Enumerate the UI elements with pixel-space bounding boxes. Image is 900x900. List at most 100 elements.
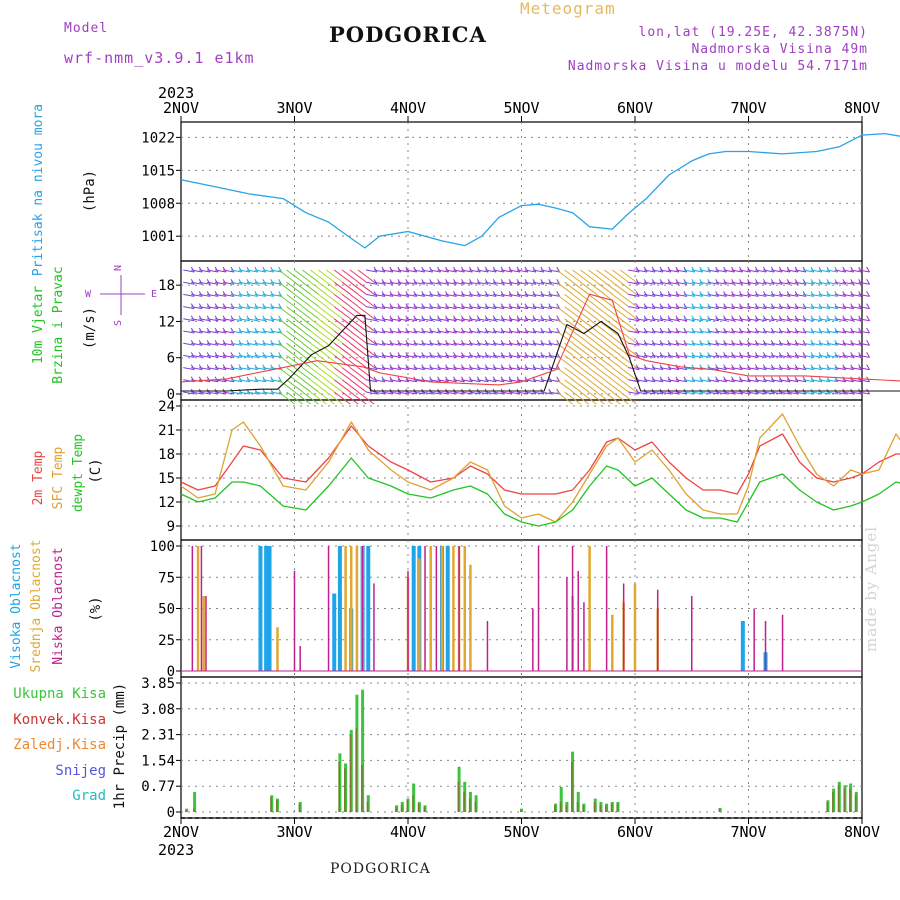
wind-barb (437, 330, 449, 334)
wind-barb (755, 281, 767, 285)
wind-barb (786, 352, 791, 358)
wind-barb (818, 315, 823, 322)
wind-barb (651, 293, 664, 297)
y-tick-label: 0 (167, 805, 175, 821)
wind-barb (373, 391, 386, 395)
wind-barb (643, 354, 656, 358)
wind-barb (341, 318, 359, 332)
wind-barb (604, 354, 621, 368)
wind-barb (802, 342, 815, 346)
wind-barb (437, 364, 441, 370)
wind-barb (183, 342, 195, 346)
wind-barb (397, 376, 402, 383)
wind-barb (493, 391, 505, 395)
wind-barb (183, 330, 195, 334)
wind-barb (397, 306, 409, 310)
wind-barb (731, 281, 743, 285)
wind-barb (262, 318, 274, 322)
wind-barb (262, 293, 274, 297)
wind-barb (770, 291, 775, 297)
wind-barb (341, 391, 359, 405)
wind-barb (802, 367, 815, 371)
wind-barb (524, 318, 536, 322)
wind-barb (739, 330, 751, 334)
wind-barb (699, 379, 711, 383)
wind-barb (667, 278, 672, 285)
wind-barb (262, 266, 267, 273)
wind-barb (206, 291, 211, 297)
wind-barb (508, 318, 521, 322)
wind-barb (373, 376, 378, 383)
wind-barb (207, 330, 219, 334)
wind-barb (691, 352, 696, 358)
wind-barb (373, 269, 386, 273)
wind-barb (786, 376, 791, 383)
wind-barb (468, 315, 473, 322)
wind-barb (214, 291, 219, 297)
wind-barb (397, 367, 409, 371)
wind-barb (254, 266, 259, 273)
wind-barb (802, 281, 815, 285)
wind-barb (461, 318, 473, 322)
wind-barb (262, 364, 267, 370)
wind-barb (278, 330, 295, 344)
cloud-bar (337, 546, 342, 671)
wind-barb (190, 291, 195, 297)
wind-barb (731, 352, 735, 358)
wind-barb (230, 339, 235, 346)
wind-barb (516, 303, 521, 309)
wind-barb (763, 391, 775, 395)
wind-barb (723, 315, 728, 322)
wind-barb (270, 269, 282, 273)
wind-barb (246, 367, 258, 371)
wind-barb (628, 367, 640, 371)
wind-barb (246, 266, 251, 273)
wind-barb (238, 278, 243, 285)
wind-barb (826, 318, 838, 322)
temp-line-2 (180, 457, 900, 527)
wind-barb (636, 306, 648, 310)
wind-barb (643, 327, 648, 334)
wind-barb (739, 354, 751, 358)
wind-barb (214, 293, 227, 297)
wind-barb (794, 354, 807, 358)
wind-barb (500, 281, 513, 285)
wind-barb (349, 318, 367, 332)
wind-barb (207, 354, 219, 358)
wind-barb (238, 352, 243, 358)
precip-bar-conv (355, 728, 358, 812)
y-tick-label: 1008 (141, 196, 175, 212)
wind-barb (707, 318, 719, 322)
compass-e: E (151, 289, 157, 300)
wind-barb (310, 306, 327, 320)
wind-barb (818, 367, 830, 371)
wind-barb (794, 364, 799, 370)
cloud-bar (196, 546, 200, 671)
wind-barb (214, 303, 219, 309)
wind-barb (675, 364, 680, 370)
wind-barb (580, 391, 597, 405)
wind-barb (723, 269, 735, 273)
wind-barb (437, 379, 449, 383)
wind-barb (278, 379, 295, 393)
wind-barb (858, 379, 870, 383)
wind-barb (771, 367, 783, 371)
wind-barb (611, 367, 629, 381)
wind-barb (238, 303, 243, 309)
wind-barb (405, 266, 410, 273)
wind-barb (723, 306, 735, 310)
wind-barbs (183, 266, 871, 405)
x-label-bottom: 8NOV (844, 823, 880, 841)
wind-barb (437, 367, 449, 371)
y-tick-label: 0 (167, 387, 175, 403)
wind-barb (556, 306, 573, 320)
wind-barb (421, 339, 426, 346)
wind-barb (794, 376, 799, 383)
wind-barb (524, 367, 536, 371)
wind-barb (453, 269, 465, 273)
wind-barb (484, 339, 489, 346)
wind-barb (206, 352, 211, 358)
wind-barb (278, 269, 295, 283)
wind-barb (834, 352, 839, 358)
wind-barb (611, 330, 629, 344)
